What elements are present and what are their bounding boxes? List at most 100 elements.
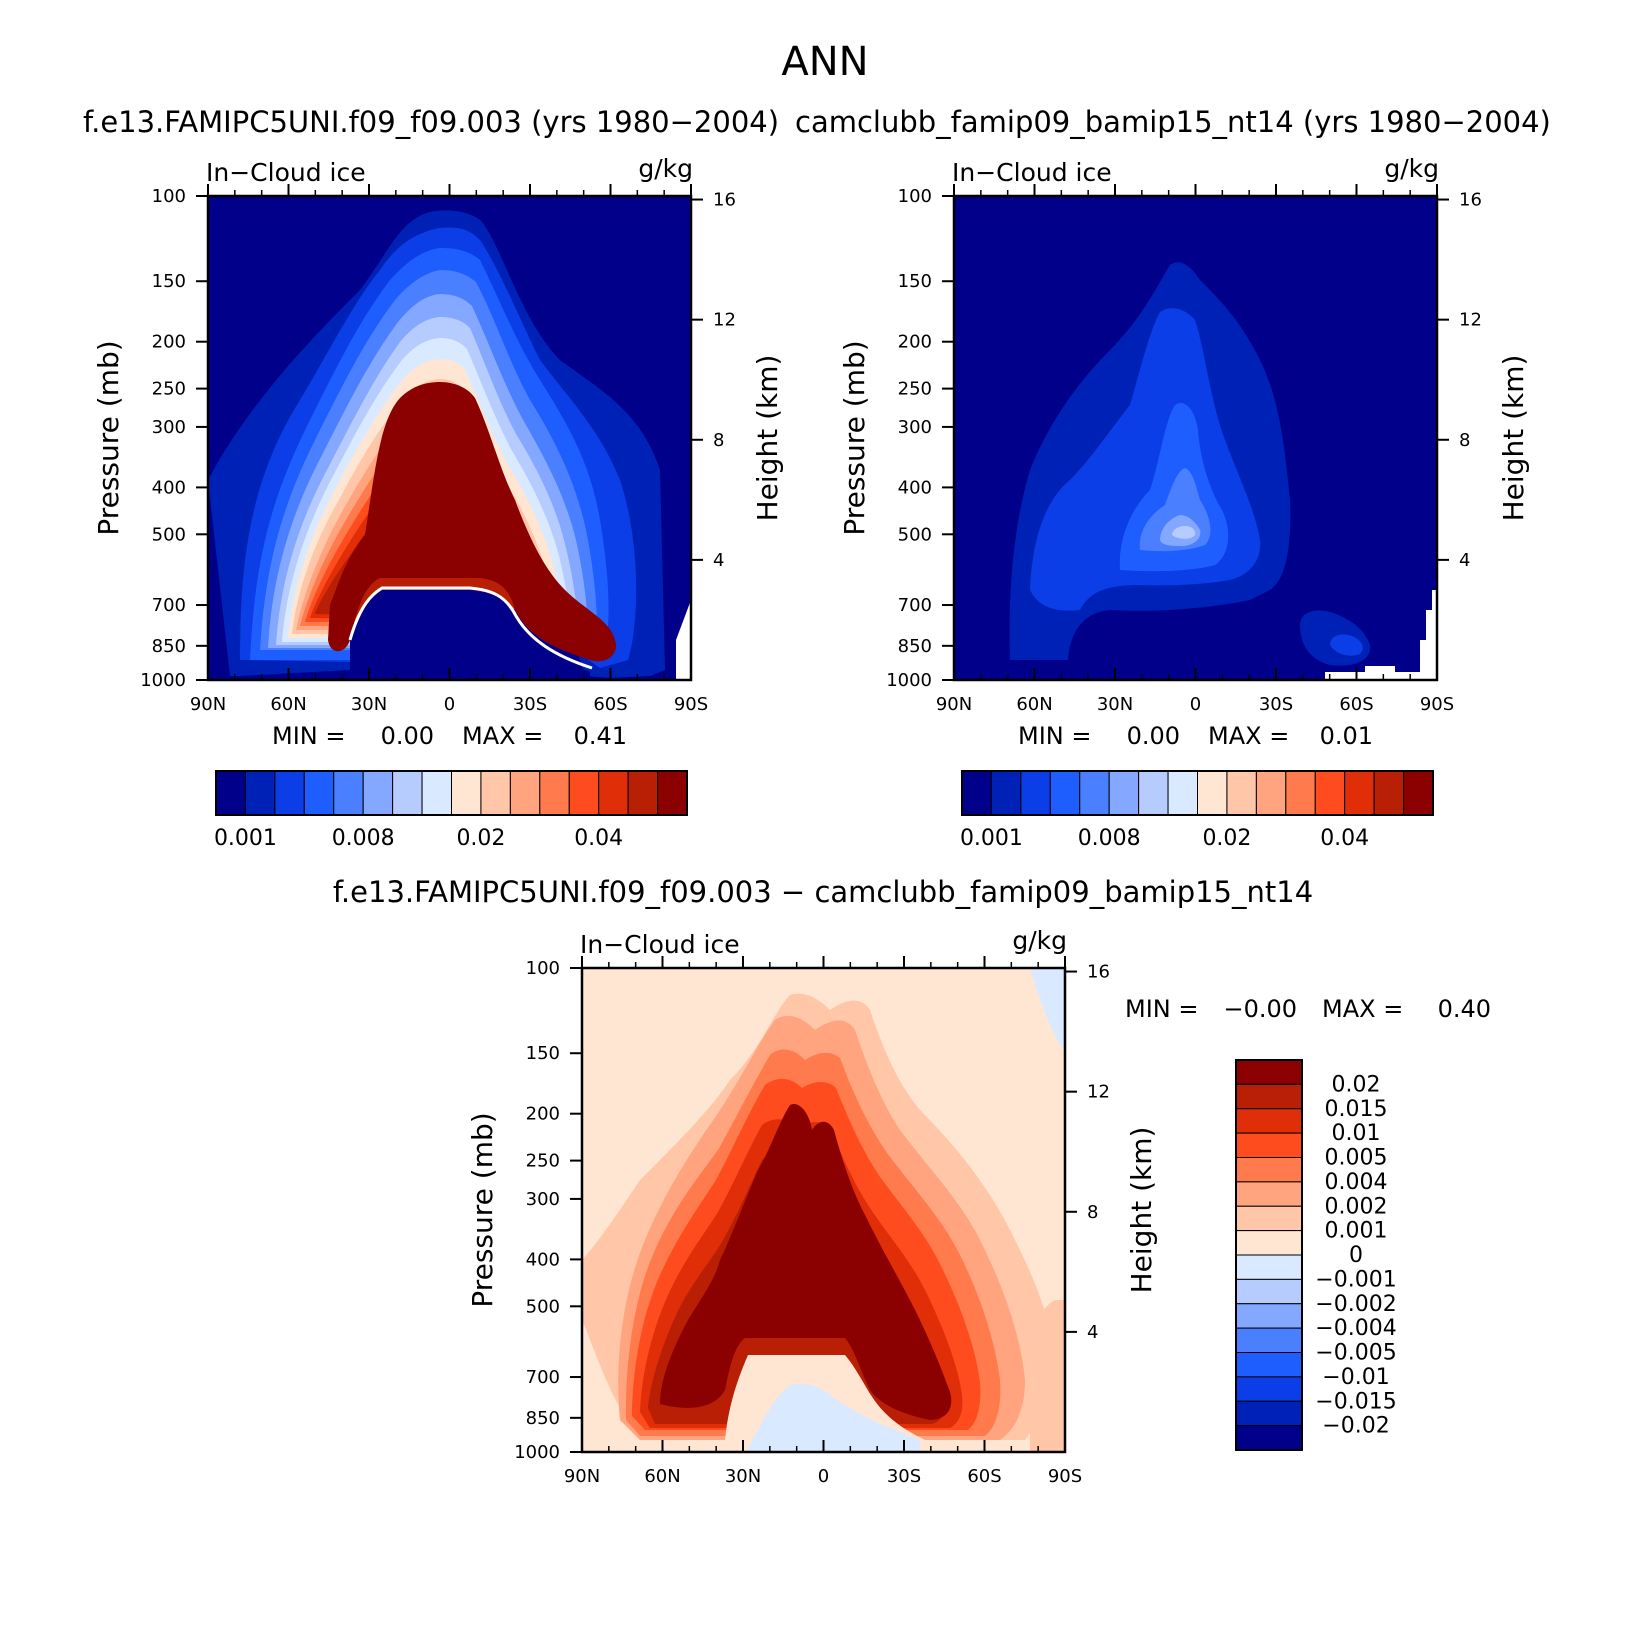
y2-axis: 16 12 8 4 <box>1437 190 1482 571</box>
x-tick-label: 60N <box>1016 694 1052 715</box>
y2-axis: 16 12 8 4 <box>1065 962 1110 1343</box>
x-tick-label: 30N <box>1097 694 1133 715</box>
contour-band <box>746 1383 920 1452</box>
colorbar-swatch <box>1235 1376 1303 1402</box>
y-tick-label: 250 <box>898 379 932 400</box>
colorbar-swatch <box>1235 1254 1303 1280</box>
colorbar-swatch <box>1020 770 1051 816</box>
colorbar-swatch <box>990 770 1022 816</box>
y2-tick-label: 16 <box>1087 962 1110 983</box>
colorbar-label: 0.04 <box>574 826 623 851</box>
y-tick-label: 150 <box>526 1043 560 1064</box>
max-label: MAX = <box>1322 995 1403 1023</box>
colorbar-swatch <box>1235 1303 1303 1329</box>
contour-field <box>582 968 1065 1452</box>
colorbar-label: 0.005 <box>1325 1146 1388 1171</box>
colorbar-swatch <box>961 770 992 816</box>
colorbar-swatch <box>1235 1425 1303 1451</box>
y-tick-label: 300 <box>526 1189 560 1210</box>
colorbar-swatch <box>1235 1278 1303 1305</box>
colorbar-swatch <box>421 770 452 816</box>
colorbar-swatch <box>1079 770 1110 816</box>
y-tick-label: 850 <box>152 636 186 657</box>
colorbar-label: 0.02 <box>1332 1072 1381 1097</box>
colorbar-label: 0.008 <box>1078 826 1141 851</box>
y-tick-label: 250 <box>526 1151 560 1172</box>
colorbar: 0.001 0.008 0.02 0.04 <box>960 770 1434 851</box>
y-tick-label: 150 <box>152 271 186 292</box>
colorbar-label: −0.002 <box>1315 1292 1396 1317</box>
colorbar: 0.020.0150.010.0050.0040.0020.0010−0.001… <box>1235 1059 1397 1451</box>
y-tick-label: 300 <box>152 417 186 438</box>
y-axis-label: Pressure (mb) <box>92 340 125 535</box>
x-tick-label: 0 <box>818 1466 829 1487</box>
y-axis: 100 150 200 250 300 400 500 700 850 1000 <box>514 958 582 1463</box>
colorbar-swatch <box>1403 770 1434 816</box>
y2-axis-label: Height (km) <box>1125 1127 1158 1294</box>
y-tick-label: 500 <box>526 1296 560 1317</box>
colorbar-swatch <box>1235 1230 1303 1256</box>
y-tick-label: 500 <box>898 524 932 545</box>
colorbar-label: 0.001 <box>214 826 277 851</box>
y-axis: 100 150 200 250 300 400 500 700 850 1000 <box>886 186 954 691</box>
colorbar-swatch <box>1285 770 1316 816</box>
contour-band <box>1030 1300 1065 1452</box>
y-tick-label: 700 <box>152 595 186 616</box>
panel-difference: f.e13.FAMIPC5UNI.f09_f09.003 − camclubb_… <box>333 875 1491 1487</box>
colorbar-label: 0.001 <box>960 826 1023 851</box>
colorbar-swatch <box>1226 770 1257 816</box>
colorbar-label: 0.001 <box>1325 1219 1388 1244</box>
x-tick-label: 60S <box>1339 694 1373 715</box>
colorbar-frame <box>215 770 688 816</box>
colorbar-swatch <box>1373 770 1405 816</box>
colorbar-swatch <box>1197 770 1228 816</box>
x-tick-label: 90N <box>190 694 226 715</box>
min-value: 0.00 <box>1127 722 1180 750</box>
y-tick-label: 850 <box>898 636 932 657</box>
min-label: MIN = <box>1125 995 1198 1023</box>
y-tick-label: 100 <box>526 958 560 979</box>
contour-band <box>1172 526 1196 539</box>
panel-model-a: f.e13.FAMIPC5UNI.f09_f09.003 (yrs 1980−2… <box>83 105 784 851</box>
panel-left-label: In−Cloud ice <box>580 930 740 959</box>
y2-tick-label: 12 <box>713 310 736 331</box>
panel-left-label: In−Cloud ice <box>206 158 366 187</box>
colorbar-label: 0.008 <box>332 826 395 851</box>
colorbar-swatch <box>451 770 482 816</box>
colorbar-swatch <box>303 770 335 816</box>
colorbar-swatch <box>1235 1108 1303 1134</box>
x-tick-label: 60S <box>967 1466 1001 1487</box>
colorbar-swatch <box>1235 1083 1303 1110</box>
y2-tick-label: 12 <box>1087 1082 1110 1103</box>
colorbar-label: 0 <box>1349 1243 1363 1268</box>
colorbar-swatch <box>509 770 541 816</box>
y2-axis: 16 12 8 4 <box>691 190 736 571</box>
x-tick-label: 90N <box>564 1466 600 1487</box>
colorbar-label: −0.01 <box>1322 1365 1389 1390</box>
y-tick-label: 1000 <box>886 670 932 691</box>
colorbar-label: 0.015 <box>1325 1097 1388 1122</box>
y-tick-label: 300 <box>898 417 932 438</box>
colorbar-swatch <box>657 770 688 816</box>
x-tick-label: 60S <box>593 694 627 715</box>
min-label: MIN = <box>272 722 345 750</box>
colorbar-label: −0.005 <box>1315 1341 1396 1366</box>
y-tick-label: 500 <box>152 524 186 545</box>
y-tick-label: 1000 <box>514 1442 560 1463</box>
y2-tick-label: 4 <box>1459 550 1470 571</box>
colorbar-frame <box>1235 1059 1303 1451</box>
y-axis: 100 150 200 250 300 400 500 700 850 1000 <box>140 186 208 691</box>
colorbar-label: 0.002 <box>1325 1194 1388 1219</box>
contour-band <box>676 600 691 680</box>
contour-band <box>350 590 590 680</box>
max-value: 0.01 <box>1320 722 1373 750</box>
x-axis: 90N 60N 30N 0 30S 60S 90S <box>190 184 708 715</box>
colorbar-swatch <box>1255 770 1287 816</box>
colorbar-swatch <box>627 770 659 816</box>
y2-axis-label: Height (km) <box>751 355 784 522</box>
colorbar: 0.001 0.008 0.02 0.04 <box>214 770 688 851</box>
contour-band <box>328 382 616 662</box>
colorbar-swatch <box>598 770 629 816</box>
y2-tick-label: 4 <box>1087 1322 1098 1343</box>
colorbar-swatch <box>1235 1205 1303 1232</box>
